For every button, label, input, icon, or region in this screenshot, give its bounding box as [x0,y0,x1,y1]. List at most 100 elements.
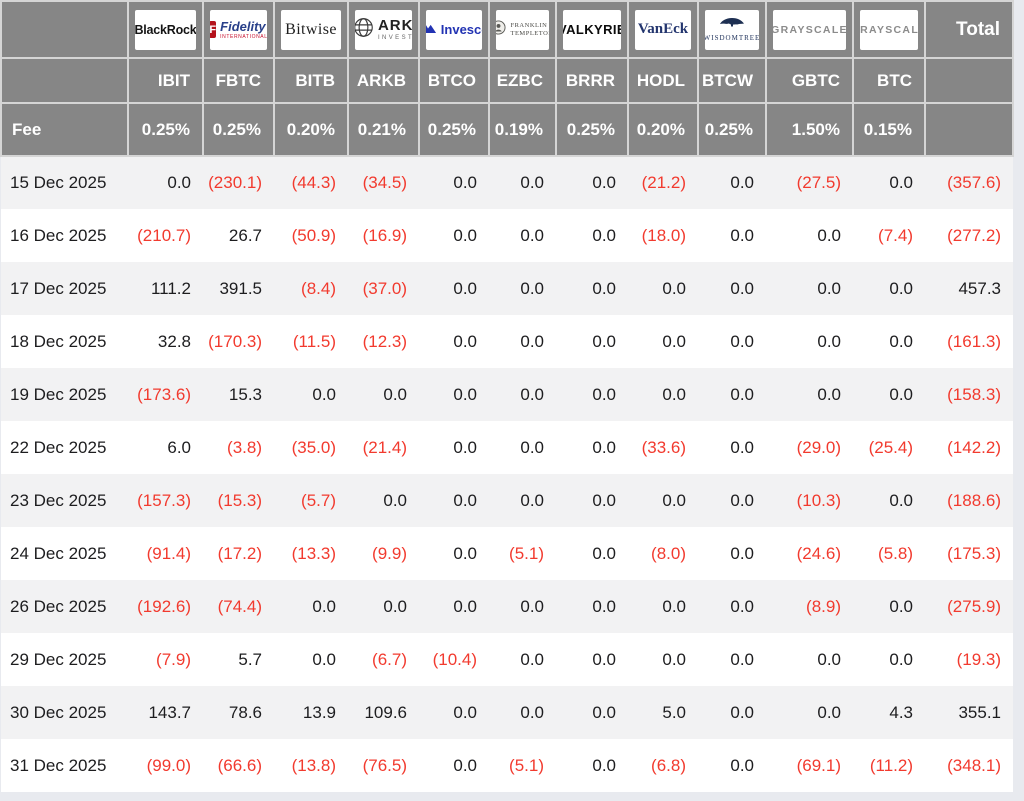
ticker-row-total-cell [924,57,1014,104]
flow-value-cell: 0.0 [853,315,925,368]
date-cell: 23 Dec 2025 [1,474,128,527]
provider-logo-cell: BlackRock [127,0,204,59]
fee-cell: 0.20% [273,102,349,157]
flow-value-cell: (8.4) [274,262,348,315]
flow-value-cell: (33.6) [628,421,698,474]
blackrock-logo: BlackRock [135,9,196,50]
flow-value-cell: (74.4) [203,580,274,633]
provider-logo-cell: ARK INVEST [347,0,420,59]
flow-value-cell: 0.0 [628,315,698,368]
table-row: 16 Dec 2025 (210.7) 26.7 (50.9) (16.9) 0.0 0.0… [1,209,1013,262]
provider-logo-cell: VanEck [627,0,699,59]
flow-value-cell: (21.4) [348,421,419,474]
flow-value-cell: 0.0 [556,315,628,368]
flow-value-cell: (7.4) [853,209,925,262]
date-cell: 17 Dec 2025 [1,262,128,315]
flow-value-cell: 0.0 [698,368,766,421]
invesco-mountain-icon [426,21,437,39]
flow-value-cell: (170.3) [203,315,274,368]
flow-value-cell: 0.0 [556,421,628,474]
flow-value-cell: (17.2) [203,527,274,580]
flow-value-cell: 0.0 [556,739,628,792]
flow-value-cell: 0.0 [489,686,556,739]
flow-value-cell: (34.5) [348,156,419,209]
fee-label-cell: Fee [0,102,129,157]
logo-subtext: INVEST [377,35,412,41]
flow-value-cell: 0.0 [556,262,628,315]
total-value-cell: (188.6) [925,474,1013,527]
logo-subtext: INTERNATIONAL [220,33,267,40]
flow-value-cell: 0.0 [556,527,628,580]
provider-logo-cell: VALKYRIE [555,0,629,59]
flow-value-cell: 0.0 [489,156,556,209]
flow-value-cell: (5.8) [853,527,925,580]
flow-value-cell: 0.0 [348,474,419,527]
wisdomtree-logo: WISDOMTREE [705,9,759,50]
flow-value-cell: (192.6) [128,580,203,633]
flow-value-cell: 0.0 [766,368,853,421]
logo-text: Bitwise [285,20,337,38]
flow-value-cell: 0.0 [274,368,348,421]
logo-text-stack: FRANKLINTEMPLETON [510,22,549,37]
total-value-cell: 457.3 [925,262,1013,315]
flow-value-cell: (6.7) [348,633,419,686]
ticker-cell: HODL [627,57,699,104]
flow-value-cell: (10.4) [419,633,489,686]
flow-value-cell: 0.0 [556,633,628,686]
flow-value-cell: 0.0 [556,474,628,527]
table-row: 15 Dec 2025 0.0 (230.1) (44.3) (34.5) 0.0 0.0 0… [1,156,1013,209]
ticker-cell: FBTC [202,57,275,104]
total-value-cell: (161.3) [925,315,1013,368]
flow-value-cell: (8.9) [766,580,853,633]
flow-value-cell: 0.0 [628,262,698,315]
flow-value-cell: (230.1) [203,156,274,209]
flow-value-cell: 0.0 [628,633,698,686]
flow-value-cell: (6.8) [628,739,698,792]
flow-value-cell: 0.0 [128,156,203,209]
flow-value-cell: 0.0 [274,580,348,633]
table-row: 26 Dec 2025 (192.6) (74.4) 0.0 0.0 0.0 0.0 0.0 0… [1,580,1013,633]
logo-text: Invesco [440,22,482,37]
table-header: BlackRock F Fidelity INTERNATIONAL Bitwise AR… [0,0,1014,157]
flow-value-cell: (24.6) [766,527,853,580]
flow-value-cell: (27.5) [766,156,853,209]
flow-value-cell: (7.9) [128,633,203,686]
flow-value-cell: 0.0 [628,368,698,421]
flow-value-cell: (69.1) [766,739,853,792]
logo-subtext: TEMPLETON [510,29,549,37]
flow-value-cell: (37.0) [348,262,419,315]
ticker-cell: EZBC [488,57,557,104]
valkyrie-logo: VALKYRIE [563,9,621,50]
flow-value-cell: (18.0) [628,209,698,262]
logo-text-stack: Fidelity INTERNATIONAL [220,20,267,40]
flow-value-cell: 0.0 [419,368,489,421]
provider-logo-cell: GRAYSCALE [852,0,926,59]
date-cell: 24 Dec 2025 [1,527,128,580]
flow-value-cell: 0.0 [348,368,419,421]
flow-value-cell: (5.1) [489,527,556,580]
fidelity-f-badge: F [210,21,217,38]
flow-value-cell: 0.0 [489,209,556,262]
date-cell: 30 Dec 2025 [1,686,128,739]
flow-value-cell: 0.0 [556,156,628,209]
flow-value-cell: 0.0 [419,209,489,262]
table-row: 18 Dec 2025 32.8 (170.3) (11.5) (12.3) 0.0 0.0… [1,315,1013,368]
date-cell: 29 Dec 2025 [1,633,128,686]
logo-text: Fidelity [220,18,266,34]
table-row: 19 Dec 2025 (173.6) 15.3 0.0 0.0 0.0 0.0 0.0 0.0… [1,368,1013,421]
total-value-cell: 355.1 [925,686,1013,739]
ticker-cell: BTCW [697,57,767,104]
table-row: 30 Dec 2025 143.7 78.6 13.9 109.6 0.0 0.0 0.0 5.… [1,686,1013,739]
flow-value-cell: 0.0 [556,580,628,633]
flow-value-cell: (25.4) [853,421,925,474]
flow-value-cell: 0.0 [556,368,628,421]
flow-value-cell: (29.0) [766,421,853,474]
flow-value-cell: (15.3) [203,474,274,527]
flow-value-cell: 0.0 [489,262,556,315]
logo-text: BlackRock [135,22,196,37]
flow-value-cell: (35.0) [274,421,348,474]
flow-value-cell: 0.0 [556,686,628,739]
flow-value-cell: 0.0 [698,633,766,686]
table-row: 24 Dec 2025 (91.4) (17.2) (13.3) (9.9) 0.0 (5.… [1,527,1013,580]
flow-value-cell: 32.8 [128,315,203,368]
